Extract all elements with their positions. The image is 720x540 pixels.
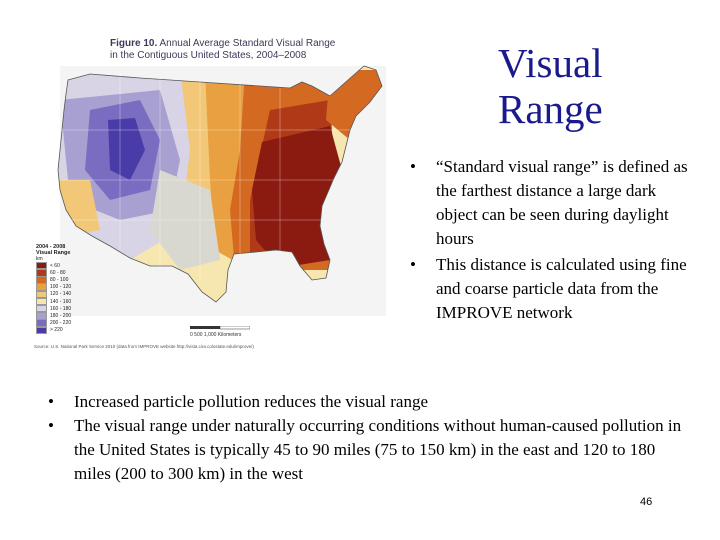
- legend-title: Visual Range: [36, 250, 71, 256]
- legend-entry: 200 - 220: [36, 319, 72, 327]
- bullet-text: This distance is calculated using fine a…: [436, 255, 687, 322]
- legend-swatch: [36, 261, 47, 270]
- legend-swatch: [36, 297, 47, 306]
- right-bullet-list: • “Standard visual range” is defined as …: [410, 155, 695, 327]
- page-number: 46: [640, 496, 653, 508]
- legend-swatch: [36, 304, 47, 313]
- bullet-icon: •: [48, 416, 54, 435]
- legend-entry: 180 - 200: [36, 312, 72, 320]
- legend-entry: 120 - 140: [36, 290, 72, 299]
- visual-range-map-figure: Figure 10. Annual Average Standard Visua…: [30, 30, 388, 358]
- bullet-text: “Standard visual range” is defined as th…: [436, 157, 688, 248]
- us-map: [57, 65, 386, 316]
- bullet-icon: •: [410, 157, 416, 176]
- legend-label: > 220: [50, 327, 63, 334]
- list-item: • “Standard visual range” is defined as …: [410, 155, 695, 251]
- map-scale-bar: 0 500 1,000 Kilometers: [190, 325, 251, 338]
- legend-label: 140 - 160: [50, 298, 72, 305]
- legend-label: 120 - 140: [50, 291, 72, 298]
- figure-title: Figure 10. Annual Average Standard Visua…: [110, 38, 335, 62]
- scale-label: 0 500 1,000 Kilometers: [190, 332, 242, 338]
- legend-swatch: [36, 319, 47, 327]
- bullet-text: The visual range under naturally occurri…: [74, 416, 682, 483]
- figure-title-text: Annual Average Standard Visual Range: [159, 38, 336, 49]
- figure-title-line2: in the Contiguous United States, 2004–20…: [110, 50, 307, 61]
- legend-entry: 80 - 100: [36, 276, 71, 284]
- legend-title-years: 2004 - 2008: [36, 244, 66, 250]
- legend-swatch: [36, 312, 47, 320]
- bottom-bullet-list: • Increased particle pollution reduces t…: [48, 390, 688, 486]
- legend-swatch: [36, 269, 47, 277]
- legend-entry: 140 - 160: [36, 297, 72, 306]
- list-item: • Increased particle pollution reduces t…: [48, 390, 688, 414]
- legend-label: 100 - 120: [50, 284, 72, 291]
- legend-swatch: [36, 326, 47, 335]
- legend-swatch: [36, 283, 47, 291]
- legend-label: 160 - 180: [50, 305, 72, 312]
- legend-swatch: [36, 290, 47, 299]
- legend-label: < 60: [50, 262, 60, 269]
- map-legend: 2004 - 2008 Visual Range km < 60 60 - 80 8…: [36, 244, 72, 335]
- bullet-icon: •: [410, 255, 416, 274]
- bullet-text: Increased particle pollution reduces the…: [74, 392, 429, 411]
- bullet-icon: •: [48, 392, 54, 411]
- legend-label: 80 - 100: [50, 276, 69, 283]
- legend-entry: 160 - 180: [36, 304, 72, 313]
- figure-title-label: Figure 10.: [110, 38, 158, 49]
- legend-label: 180 - 200: [50, 312, 72, 319]
- list-item: • This distance is calculated using fine…: [410, 253, 695, 325]
- list-item: • The visual range under naturally occur…: [48, 414, 688, 486]
- legend-swatch: [36, 276, 47, 284]
- slide-title-line2: Range: [498, 86, 603, 132]
- legend-label: 60 - 80: [50, 269, 66, 276]
- legend-label: 200 - 220: [50, 320, 72, 327]
- legend-unit: km: [36, 256, 43, 262]
- scale-bar-graphic: [190, 325, 251, 330]
- figure-credit: Source: U.S. National Park Service 2010 …: [34, 344, 254, 349]
- slide-title: Visual Range: [498, 40, 603, 132]
- legend-entry: 60 - 80: [36, 269, 71, 277]
- legend-entry: > 220: [36, 326, 71, 335]
- slide-title-line1: Visual: [498, 40, 603, 86]
- legend-entry: 100 - 120: [36, 283, 72, 291]
- legend-entry: < 60: [36, 261, 71, 270]
